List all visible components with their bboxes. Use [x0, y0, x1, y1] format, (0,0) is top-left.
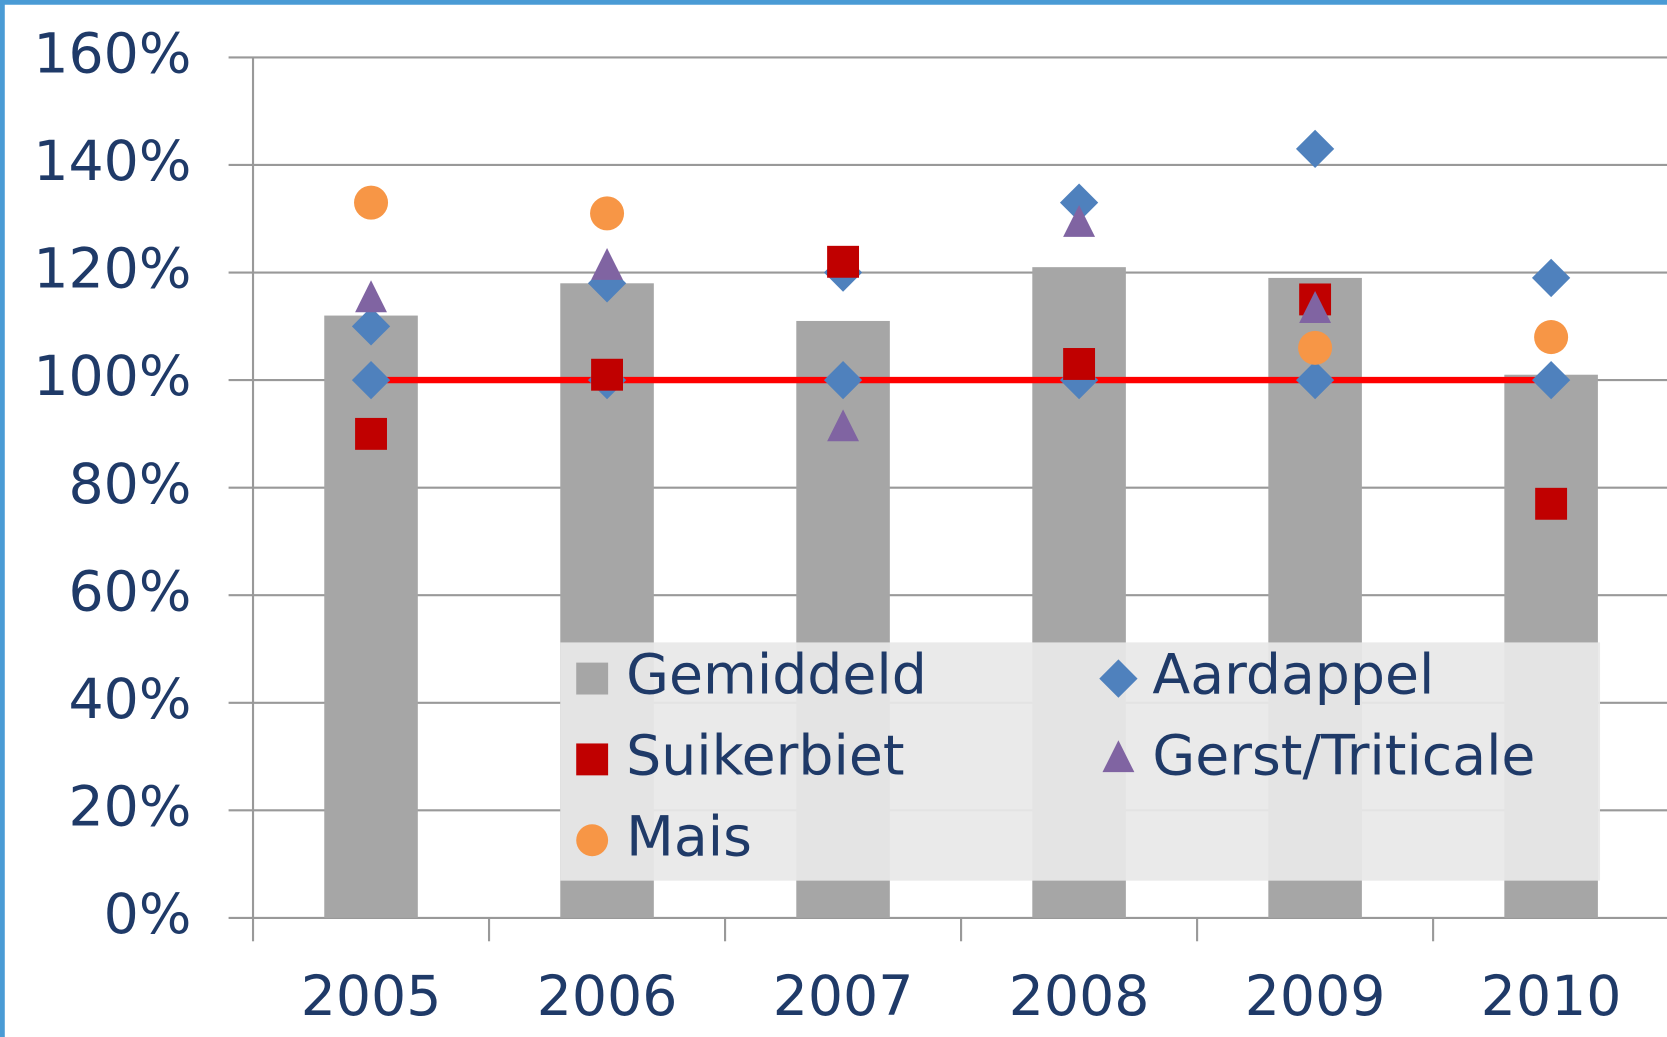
y-tick-label: 20%: [69, 775, 192, 839]
point: [591, 248, 623, 280]
y-tick-label: 160%: [33, 23, 191, 87]
reference-marker: [823, 360, 863, 400]
reference-marker: [1295, 360, 1335, 400]
point: [591, 358, 623, 391]
point: [1535, 487, 1568, 520]
x-tick-label: 2010: [1481, 965, 1622, 1029]
x-tick-label: 2009: [1245, 965, 1386, 1029]
legend-label: Mais: [626, 805, 752, 869]
point: [827, 245, 860, 278]
legend-marker: [576, 743, 609, 776]
reference-marker: [1531, 360, 1571, 400]
point: [1299, 291, 1332, 323]
y-tick-label: 80%: [69, 453, 192, 517]
point: [1063, 205, 1096, 237]
reference-marker: [351, 360, 391, 400]
point: [1059, 183, 1099, 222]
y-tick-label: 60%: [69, 560, 192, 624]
y-tick-label: 100%: [33, 345, 191, 409]
point: [827, 409, 860, 442]
legend-box: [560, 642, 1601, 881]
point: [1295, 129, 1335, 169]
y-tick-label: 0%: [104, 883, 192, 947]
x-tick-label: 2005: [301, 965, 442, 1029]
point: [1534, 320, 1569, 355]
point: [355, 280, 387, 313]
x-tick-label: 2006: [537, 965, 678, 1029]
legend-marker: [576, 824, 609, 857]
legend-label: Aardappel: [1152, 644, 1434, 708]
point: [1298, 330, 1333, 365]
point: [1531, 258, 1571, 298]
y-tick-label: 140%: [33, 130, 191, 194]
x-tick-label: 2007: [773, 965, 914, 1029]
legend-marker: [1099, 659, 1138, 698]
legend-label: Gemiddeld: [626, 644, 927, 708]
point: [590, 196, 625, 231]
legend-marker: [1102, 740, 1135, 773]
legend-label: Gerst/Triticale: [1152, 725, 1535, 789]
point: [1063, 348, 1096, 380]
x-tick-label: 2008: [1009, 965, 1150, 1029]
y-tick-label: 40%: [69, 668, 192, 732]
point: [354, 185, 389, 220]
legend-marker: [576, 662, 609, 695]
legend-label: Suikerbiet: [626, 725, 904, 789]
bar: [324, 315, 418, 918]
y-tick-label: 120%: [33, 238, 191, 302]
point: [355, 417, 387, 450]
